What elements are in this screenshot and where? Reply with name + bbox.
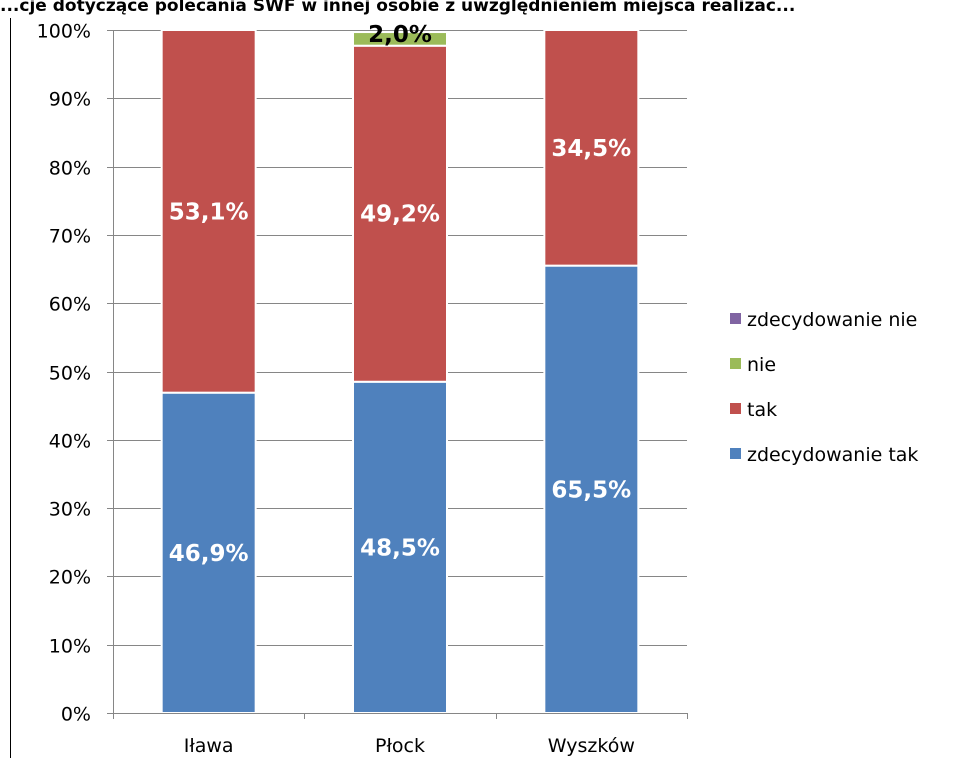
data-label-plock-zdecydowanie-tak: 48,5% <box>360 535 440 561</box>
legend-label-tak: tak <box>747 399 777 421</box>
data-label-ilawa-zdecydowanie-tak: 46,9% <box>169 541 249 567</box>
y-tick-label: 0% <box>61 704 91 726</box>
data-labels: 46,9% 53,1% 48,5% 49,2% 2,0% 65,5% 34,5% <box>169 22 631 567</box>
legend-label-zdecydowanie-tak: zdecydowanie tak <box>747 444 918 466</box>
y-tick-label: 80% <box>49 158 91 180</box>
bar-ilawa-zdecydowanie-tak <box>160 391 257 714</box>
bars <box>160 29 640 714</box>
x-category-label: Iława <box>184 735 234 757</box>
legend-swatch-zdecydowanie-tak <box>730 448 741 459</box>
data-label-wyszkow-zdecydowanie-tak: 65,5% <box>551 477 631 503</box>
legend-label-zdecydowanie-nie: zdecydowanie nie <box>747 309 917 331</box>
y-tick-label: 10% <box>49 636 91 658</box>
y-tick-label: 70% <box>49 226 91 248</box>
data-label-wyszkow-tak: 34,5% <box>551 136 631 162</box>
bar-plock-zdecydowanie-tak <box>352 380 448 714</box>
data-label-plock-nie: 2,0% <box>368 22 432 48</box>
bar-plock-nie <box>352 31 448 47</box>
y-tick-label: 20% <box>49 567 91 589</box>
x-category-label: Płock <box>375 735 425 757</box>
y-tick-label: 30% <box>49 499 91 521</box>
legend-label-nie: nie <box>747 354 776 376</box>
data-label-plock-tak: 49,2% <box>360 202 440 228</box>
y-tick-label: 90% <box>49 89 91 111</box>
bar-wyszkow-tak <box>543 29 640 267</box>
bar-plock-tak <box>352 44 448 383</box>
axes: 0% 10% 20% 30% 40% 50% 60% 70% 80% 90% 100% Iława Pł… <box>37 21 688 757</box>
legend-swatch-nie <box>730 358 741 369</box>
chart-title: ...cje dotyczące polecania SWF w innej o… <box>0 0 795 16</box>
y-tick-label: 100% <box>37 21 91 43</box>
bar-wyszkow-zdecydowanie-tak <box>543 264 640 714</box>
y-tick-label: 40% <box>49 431 91 453</box>
bar-ilawa-tak <box>160 29 257 394</box>
y-tick-label: 60% <box>49 294 91 316</box>
x-category-label: Wyszków <box>548 735 635 757</box>
legend-swatch-tak <box>730 403 741 414</box>
legend: zdecydowanie nie nie tak zdecydowanie tak <box>730 309 918 466</box>
legend-swatch-zdecydowanie-nie <box>730 313 741 324</box>
y-tick-label: 50% <box>49 363 91 385</box>
data-label-ilawa-tak: 53,1% <box>169 199 249 225</box>
